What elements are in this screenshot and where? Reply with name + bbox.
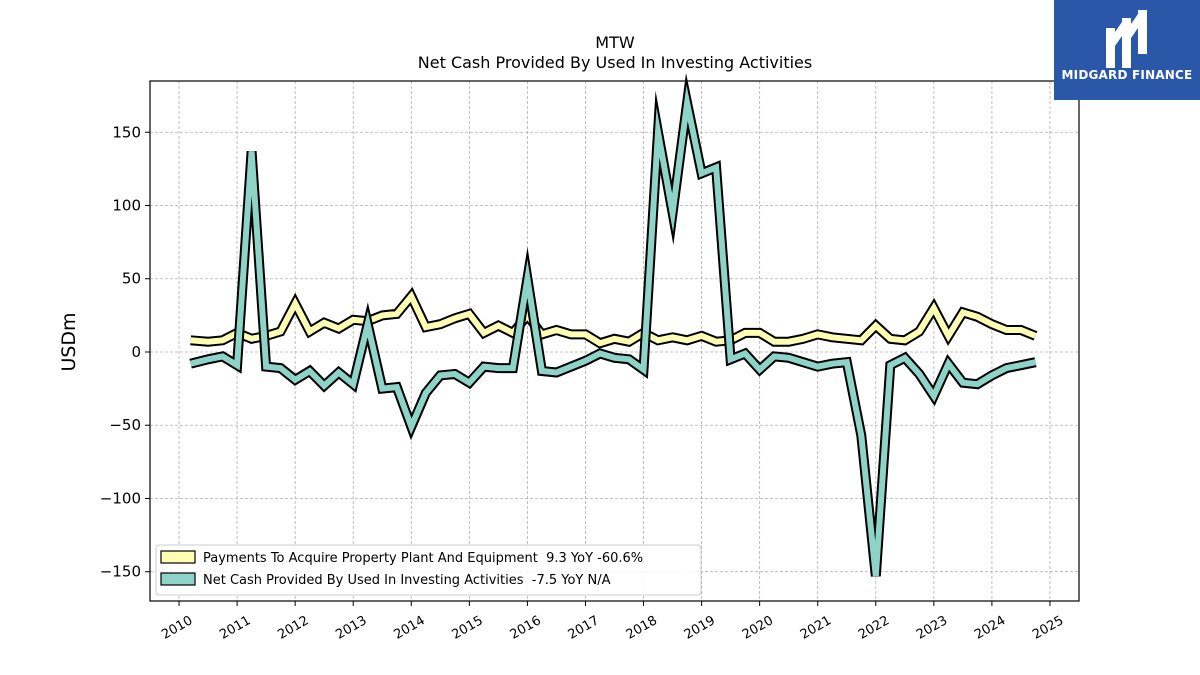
- x-tick-label: 2010: [159, 613, 195, 643]
- brand-name: MIDGARD FINANCE: [1061, 68, 1193, 82]
- y-tick-label: −100: [100, 489, 141, 507]
- x-tick-label: 2012: [275, 613, 311, 643]
- series-line-investing: [189, 85, 1037, 577]
- chart-title: MTW: [595, 33, 635, 52]
- series-line-ppe: [190, 290, 1037, 347]
- chart-subtitle: Net Cash Provided By Used In Investing A…: [418, 53, 812, 72]
- x-tick-label: 2022: [856, 613, 892, 643]
- x-tick-label: 2021: [798, 613, 834, 643]
- y-tick-label: 50: [122, 270, 141, 288]
- plot-frame: [149, 80, 1080, 602]
- x-tick-label: 2016: [508, 613, 544, 643]
- midgard-logo-icon: [1106, 10, 1147, 68]
- series-layer: [189, 73, 1038, 577]
- y-tick-label: 0: [131, 343, 141, 361]
- legend-box: [155, 544, 702, 596]
- x-tick-label: 2014: [391, 613, 427, 643]
- y-axis-label: USDm: [58, 312, 80, 371]
- legend-label-investing: Net Cash Provided By Used In Investing A…: [203, 573, 611, 588]
- x-tick-label: 2018: [624, 613, 660, 643]
- y-tick-label: 150: [112, 123, 141, 141]
- legend: Payments To Acquire Property Plant And E…: [155, 544, 702, 596]
- y-tick-label: −150: [100, 563, 141, 581]
- x-tick-label: 2025: [1030, 613, 1066, 643]
- y-axis: −150 −100 −50 0 50 100 150: [100, 123, 150, 581]
- x-tick-label: 2013: [333, 613, 369, 643]
- brand-logo: MIDGARD FINANCE: [1054, 0, 1200, 100]
- x-axis: 2010 2011 2012 2013 2014 2015 2016 2017 2018 2019…: [159, 601, 1066, 643]
- x-tick-label: 2019: [682, 613, 718, 643]
- y-tick-label: 100: [112, 197, 141, 215]
- x-tick-label: 2023: [914, 613, 950, 643]
- x-tick-label: 2015: [450, 613, 486, 643]
- x-tick-label: 2020: [740, 613, 776, 643]
- legend-swatch-investing: [160, 572, 196, 586]
- x-tick-label: 2017: [566, 613, 602, 643]
- y-tick-label: −50: [109, 416, 141, 434]
- x-tick-label: 2024: [972, 613, 1008, 643]
- legend-swatch-ppe: [160, 550, 196, 564]
- x-tick-label: 2011: [217, 613, 253, 643]
- legend-label-ppe: Payments To Acquire Property Plant And E…: [203, 551, 643, 566]
